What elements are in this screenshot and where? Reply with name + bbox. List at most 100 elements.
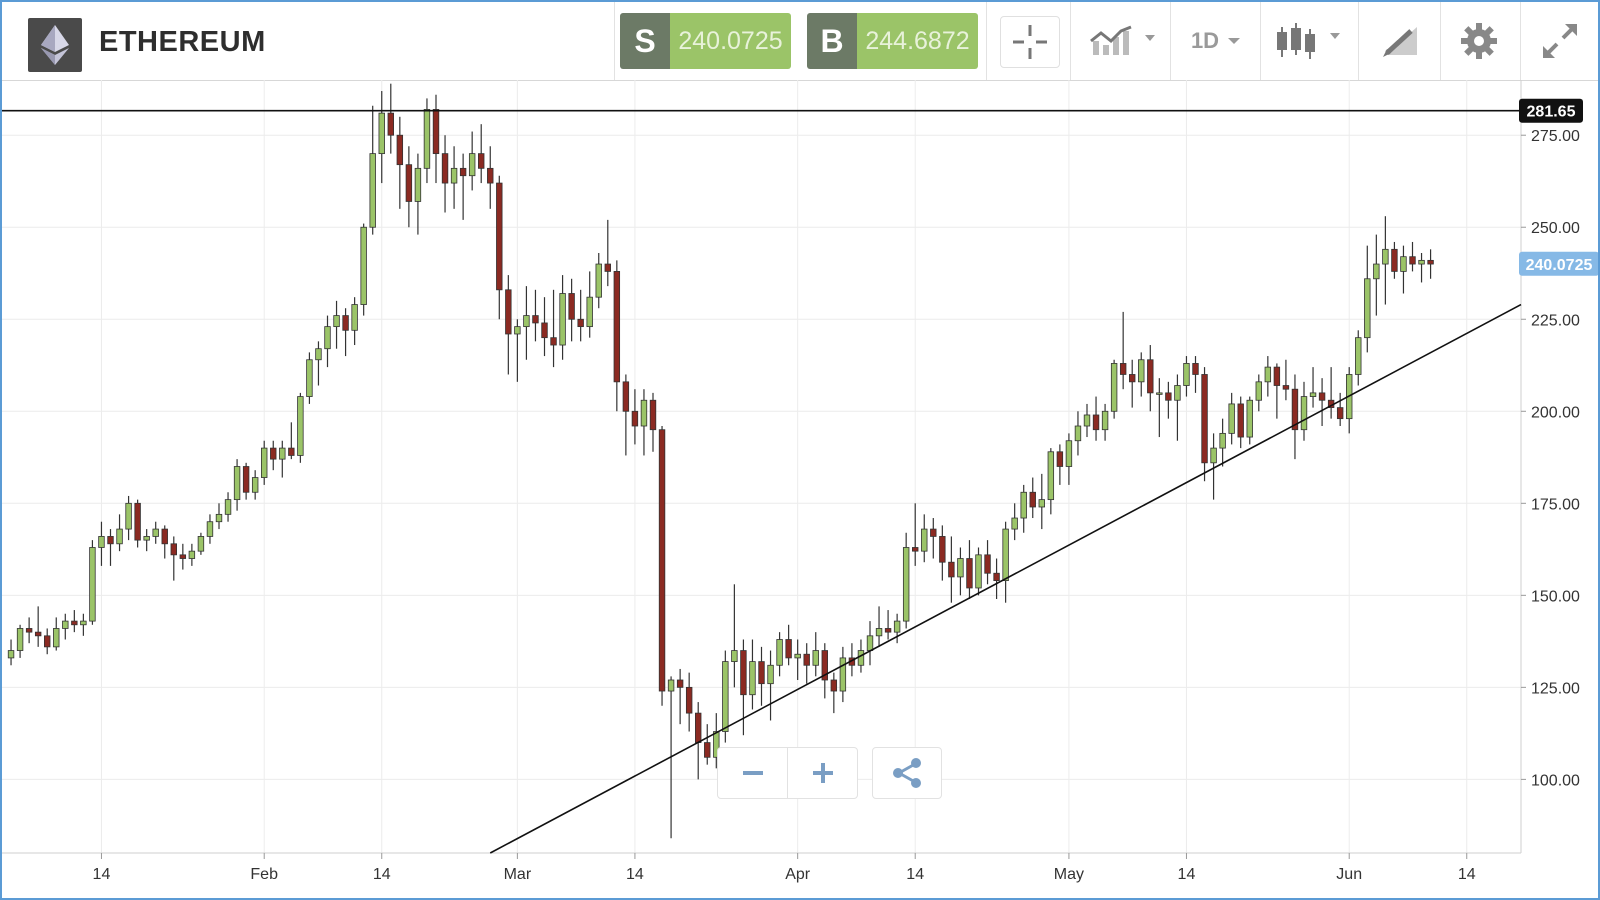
candle-body bbox=[875, 628, 883, 637]
y-tick-label: 100.00 bbox=[1531, 772, 1580, 789]
candle-body bbox=[414, 167, 422, 202]
candle-body bbox=[44, 635, 51, 648]
toolbar: ETHEREUM S 240.0725 B 244.6872 bbox=[2, 2, 1598, 81]
asset-name: ETHEREUM bbox=[99, 26, 266, 58]
candle-body bbox=[1264, 366, 1272, 383]
candle-style-button[interactable] bbox=[1274, 16, 1346, 66]
share-button[interactable] bbox=[872, 747, 942, 799]
candle-body bbox=[224, 499, 232, 515]
candle-body bbox=[1092, 414, 1100, 431]
draw-tool-button[interactable] bbox=[1376, 16, 1426, 66]
candle-body bbox=[405, 164, 413, 202]
candle-body bbox=[1228, 403, 1235, 434]
candle-body bbox=[233, 466, 241, 501]
share-icon bbox=[893, 758, 921, 788]
candle-body bbox=[803, 653, 810, 666]
ethereum-icon bbox=[28, 18, 82, 72]
candle-body bbox=[261, 447, 268, 478]
chevron-down-icon bbox=[1228, 38, 1241, 44]
candle-body bbox=[993, 572, 1000, 582]
chart-type-button[interactable] bbox=[1086, 16, 1162, 66]
y-tick-label: 175.00 bbox=[1531, 496, 1580, 513]
plus-icon bbox=[812, 763, 833, 783]
x-tick-label: 14 bbox=[626, 866, 644, 883]
candle-body bbox=[1065, 440, 1073, 467]
fullscreen-button[interactable] bbox=[1536, 16, 1584, 66]
candle-body bbox=[1201, 374, 1208, 464]
crosshair-icon bbox=[1013, 25, 1047, 59]
candle-body bbox=[450, 167, 458, 184]
crosshair-button[interactable] bbox=[1000, 16, 1060, 68]
candle-body bbox=[1138, 359, 1145, 383]
candle-body bbox=[559, 293, 566, 346]
candle-body bbox=[812, 650, 819, 666]
candle-body bbox=[496, 182, 503, 291]
candle-body bbox=[1300, 396, 1308, 431]
sell-button[interactable]: S 240.0725 bbox=[620, 13, 791, 69]
candle-body bbox=[658, 429, 666, 692]
candle-body bbox=[53, 628, 60, 648]
candle-body bbox=[342, 315, 349, 331]
candle-body bbox=[1174, 385, 1181, 401]
candle-body bbox=[25, 628, 33, 633]
candle-body bbox=[1427, 259, 1434, 265]
timeframe-label: 1D bbox=[1190, 28, 1220, 53]
candle-body bbox=[1373, 263, 1380, 280]
candle-body bbox=[1020, 491, 1027, 519]
candle-body bbox=[541, 322, 548, 339]
candle-body bbox=[369, 153, 376, 228]
candle-body bbox=[966, 558, 973, 589]
candle-body bbox=[1047, 451, 1055, 501]
candle-body bbox=[912, 547, 919, 552]
x-tick-label: 14 bbox=[906, 866, 924, 883]
candle-body bbox=[215, 513, 223, 523]
settings-button[interactable] bbox=[1454, 16, 1504, 66]
candle-body bbox=[713, 731, 720, 758]
candle-body bbox=[333, 315, 340, 328]
zoom-out-button[interactable] bbox=[718, 748, 787, 798]
line-chart-icon bbox=[1090, 25, 1155, 55]
y-tick-label: 250.00 bbox=[1531, 220, 1580, 237]
candle-body bbox=[1382, 248, 1389, 265]
timeframe-button[interactable]: 1D bbox=[1182, 16, 1252, 66]
trendline[interactable] bbox=[489, 303, 1522, 854]
candle-body bbox=[324, 326, 331, 350]
candle-body bbox=[279, 447, 286, 460]
candle-body bbox=[514, 326, 521, 335]
sell-price: 240.0725 bbox=[670, 13, 791, 69]
x-tick-label: 14 bbox=[1458, 866, 1476, 883]
candle-body bbox=[785, 639, 792, 659]
candle-body bbox=[80, 620, 87, 626]
candle-body bbox=[242, 466, 250, 493]
candle-body bbox=[704, 742, 711, 758]
candle-body bbox=[866, 635, 874, 651]
candle-body bbox=[478, 153, 485, 169]
zoom-in-button[interactable] bbox=[787, 748, 857, 798]
candle-body bbox=[188, 550, 196, 559]
candle-body bbox=[577, 318, 584, 328]
candle-body bbox=[550, 337, 557, 346]
candle-body bbox=[396, 134, 404, 166]
candle-body bbox=[839, 657, 847, 692]
price-line-label: 281.65 bbox=[1527, 104, 1576, 121]
candle-body bbox=[767, 664, 774, 685]
candle-body bbox=[89, 547, 96, 622]
candle-body bbox=[161, 528, 168, 545]
candle-body bbox=[631, 410, 639, 427]
gear-icon bbox=[1461, 23, 1497, 59]
candle-body bbox=[1282, 385, 1290, 390]
candle-body bbox=[902, 547, 910, 622]
candle-body bbox=[939, 536, 946, 563]
candle-body bbox=[1056, 451, 1064, 467]
candle-body bbox=[98, 536, 105, 548]
candle-body bbox=[1364, 278, 1371, 339]
buy-button[interactable]: B 244.6872 bbox=[807, 13, 978, 69]
candle-body bbox=[1165, 392, 1172, 401]
candle-body bbox=[315, 348, 322, 361]
candle-body bbox=[270, 447, 277, 460]
candle-body bbox=[306, 359, 313, 397]
toolbar-divider bbox=[986, 2, 987, 80]
candle-body bbox=[387, 112, 394, 136]
candle-body bbox=[1029, 491, 1036, 508]
